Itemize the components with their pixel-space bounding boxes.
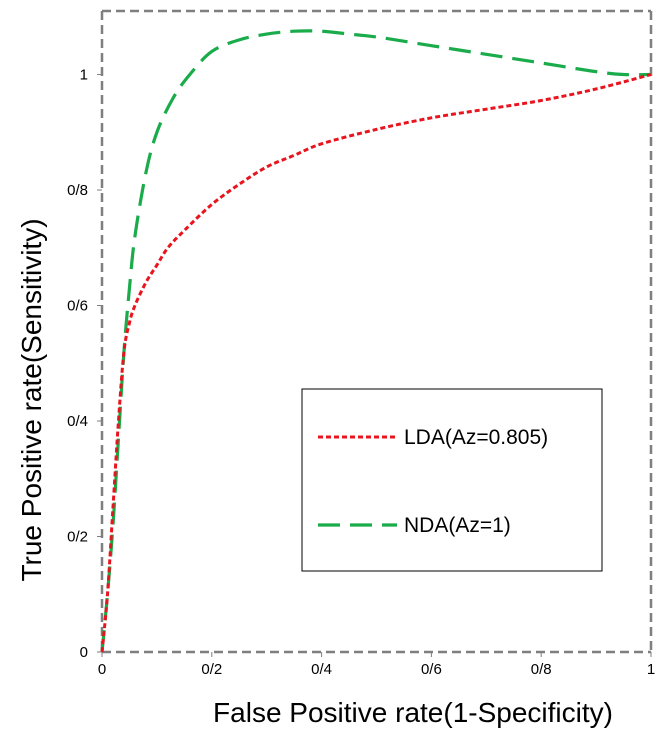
x-tick-label: 0/8 bbox=[531, 661, 552, 678]
lda-curve bbox=[100, 73, 652, 653]
y-tick-label: 1 bbox=[80, 67, 88, 84]
series-layer bbox=[100, 29, 652, 653]
y-tick-label: 0 bbox=[80, 644, 88, 661]
legend-label-nda: NDA(Az=1) bbox=[404, 514, 511, 537]
y-tick-label: 0/2 bbox=[67, 529, 88, 546]
y-tick-label: 0/4 bbox=[67, 413, 88, 430]
y-axis-title: True Positive rate(Sensitivity) bbox=[16, 218, 47, 581]
legend: LDA(Az=0.805) NDA(Az=1) bbox=[301, 388, 603, 572]
x-tick-label: 0 bbox=[98, 661, 106, 678]
y-tick-label: 0/6 bbox=[67, 298, 88, 315]
x-tick-label: 0/4 bbox=[311, 661, 332, 678]
legend-label-lda: LDA(Az=0.805) bbox=[404, 426, 548, 449]
nda-curve bbox=[100, 29, 652, 653]
legend-box bbox=[301, 388, 603, 572]
x-tick-label: 1 bbox=[647, 661, 655, 678]
x-tick-label: 0/6 bbox=[421, 661, 442, 678]
plot-frame bbox=[100, 9, 653, 654]
y-tick-label: 0/8 bbox=[67, 182, 88, 199]
x-tick-label: 0/2 bbox=[201, 661, 222, 678]
x-axis-title: False Positive rate(1-Specificity) bbox=[213, 697, 613, 728]
ticks-layer: 0 0/2 0/4 0/6 0/8 1 0 0/2 0/4 0/6 0/8 1 bbox=[67, 67, 655, 678]
